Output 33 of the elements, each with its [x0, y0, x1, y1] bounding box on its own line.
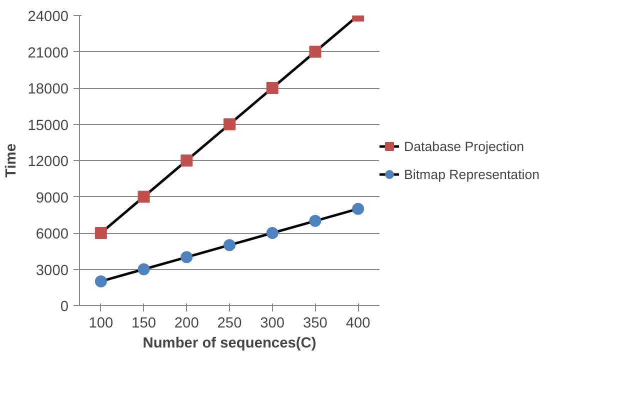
x-axis-title: Number of sequences(C): [142, 336, 316, 352]
x-tick-label: 100: [88, 316, 114, 332]
point: [266, 82, 278, 94]
point: [94, 227, 107, 239]
point: [266, 227, 278, 239]
point: [352, 202, 364, 215]
point: [309, 46, 322, 58]
y-tick-label: 3000: [36, 262, 69, 279]
y-tick-label: 0: [60, 299, 69, 315]
y-tick-label: 21000: [28, 45, 69, 62]
point: [224, 118, 236, 130]
y-tick-label: 12000: [28, 154, 69, 170]
x-tick-label: 400: [346, 316, 370, 332]
point: [309, 214, 322, 227]
y-tick-label: 15000: [28, 118, 69, 134]
y-axis-title: Time: [4, 144, 20, 178]
point: [138, 263, 150, 276]
point: [224, 239, 236, 252]
x-tick-label: 350: [302, 316, 328, 332]
point: [180, 154, 193, 166]
x-tick-label: 200: [174, 316, 199, 332]
y-tick-label: 18000: [28, 82, 69, 98]
legend-label: Database Projection: [404, 138, 524, 154]
legend-label: Bitmap Representation: [404, 166, 540, 182]
point: [180, 251, 193, 264]
y-tick-label: 6000: [36, 226, 69, 242]
x-tick-label: 300: [260, 316, 285, 332]
y-tick-label: 24000: [28, 9, 69, 25]
point: [94, 275, 107, 288]
point: [138, 190, 150, 203]
y-tick-label: 9000: [36, 190, 69, 206]
x-tick-label: 250: [217, 316, 242, 332]
x-tick-label: 150: [132, 316, 156, 332]
